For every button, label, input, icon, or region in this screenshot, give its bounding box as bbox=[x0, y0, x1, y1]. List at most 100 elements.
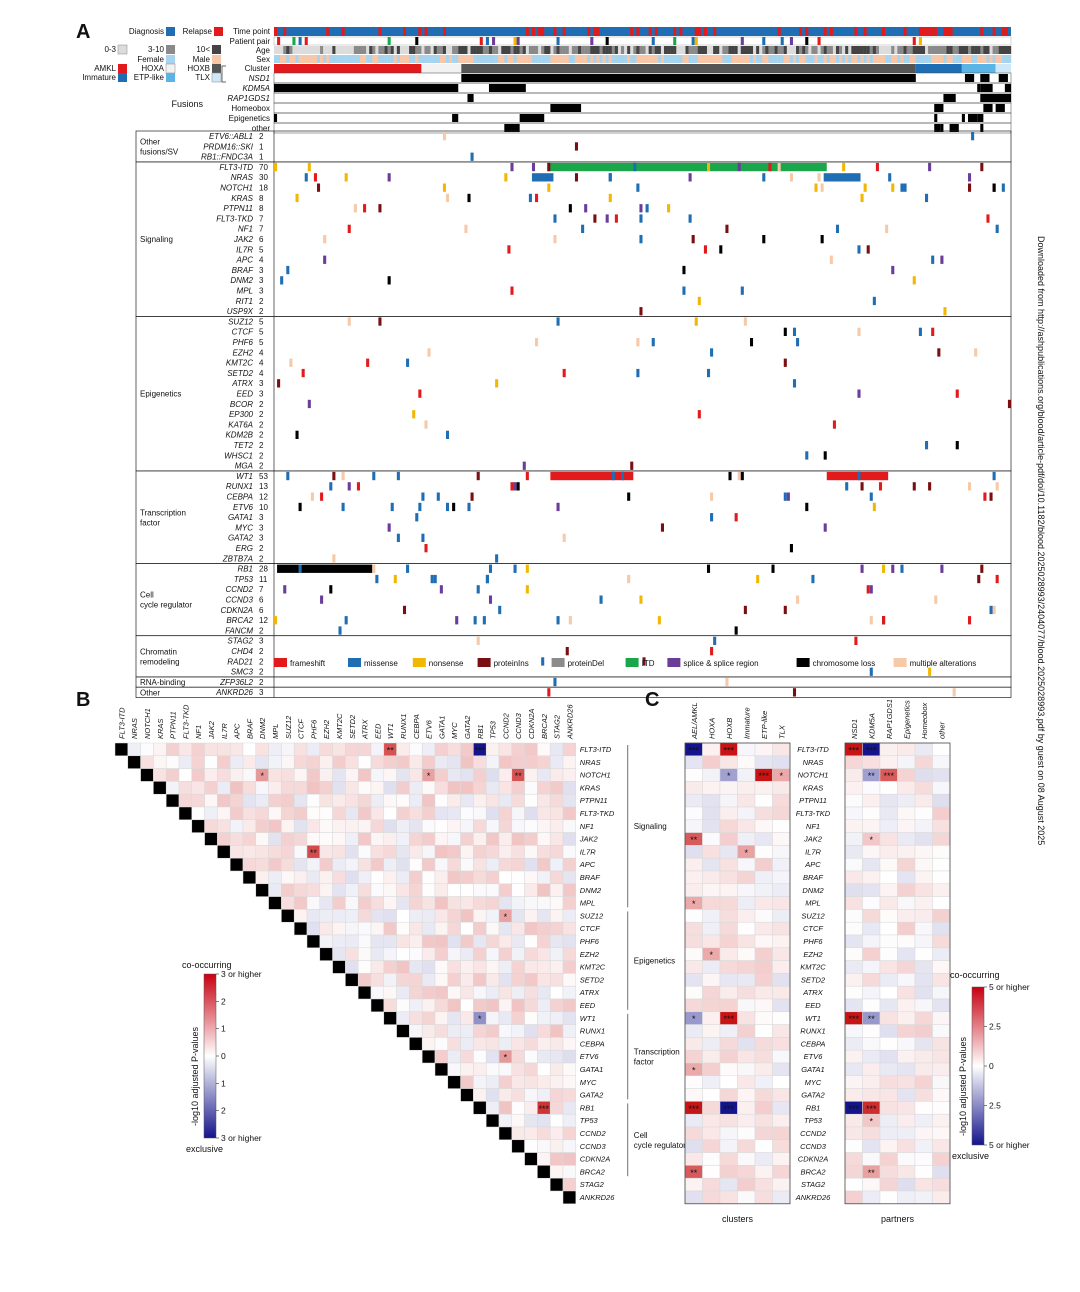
b-heat-cell bbox=[537, 1088, 551, 1102]
track-age-cell bbox=[415, 46, 419, 54]
b-heat-cell bbox=[485, 947, 500, 961]
b-heat-cell bbox=[319, 845, 333, 859]
c-partners-cell bbox=[914, 973, 933, 987]
track-sex-cell bbox=[869, 55, 874, 63]
c-row-label-kmt2c: KMT2C bbox=[800, 963, 826, 972]
c-clusters-cell bbox=[737, 806, 756, 821]
b-heat-cell bbox=[370, 883, 385, 897]
b-col-label-nf1: NF1 bbox=[194, 725, 203, 739]
c-clusters-cell bbox=[737, 985, 756, 1000]
b-heat-cell bbox=[370, 768, 385, 782]
track-sex-cell bbox=[436, 55, 441, 63]
c-clusters-cell bbox=[737, 1177, 756, 1192]
c-clusters-cell bbox=[754, 793, 773, 808]
mutation-mark bbox=[304, 173, 308, 182]
b-heat-cell bbox=[511, 998, 525, 1013]
c-partners-cell bbox=[932, 1139, 951, 1153]
b-heat-cell bbox=[524, 793, 538, 808]
c-partners-cell bbox=[932, 1062, 951, 1077]
c-partners-cell bbox=[862, 947, 881, 961]
b-heat-cell bbox=[434, 768, 449, 782]
track-age-cell bbox=[332, 46, 336, 54]
c-partners-cell bbox=[932, 870, 951, 885]
c-partners-cell bbox=[897, 998, 916, 1013]
track-age-cell bbox=[424, 46, 428, 54]
c-clusters-cell bbox=[737, 1101, 756, 1115]
b-heat-cell bbox=[434, 845, 449, 859]
track-patient-pair-mark bbox=[918, 37, 922, 45]
track-age-cell bbox=[964, 46, 969, 54]
gene-group-label-rna-binding: RNA-binding bbox=[140, 678, 185, 687]
track-patient-pair-mark bbox=[912, 37, 916, 45]
b-heat-cell bbox=[447, 755, 461, 769]
track-time-point-relapse bbox=[980, 27, 984, 36]
c-partners-footer: partners bbox=[881, 1214, 915, 1224]
track-age-cell bbox=[722, 46, 726, 54]
c-clusters-col-ael-amkl: AEL/AMKL bbox=[690, 702, 699, 740]
mutation-mark bbox=[495, 554, 499, 563]
c-row-label-suz12: SUZ12 bbox=[801, 911, 825, 920]
track-age-cell bbox=[605, 46, 609, 54]
track-time-point-relapse bbox=[925, 27, 929, 36]
track-sex-cell bbox=[578, 55, 582, 63]
c-clusters-cell bbox=[702, 1139, 721, 1153]
mutation-mark bbox=[854, 636, 858, 645]
c-clusters-cell bbox=[737, 857, 756, 872]
c-partners-cell bbox=[862, 883, 881, 897]
c-clusters-cell bbox=[737, 1190, 756, 1205]
b-heat-cell bbox=[498, 768, 513, 782]
b-heat-cell bbox=[242, 845, 257, 859]
mutation-mark bbox=[639, 214, 643, 223]
mutation-mark bbox=[547, 162, 551, 172]
c-colorbar-tick-label: 5 or higher bbox=[989, 1140, 1030, 1150]
gene-count-zbtb7a: 2 bbox=[259, 554, 264, 563]
track-age-cell bbox=[599, 46, 603, 54]
b-colorbar-tick-label: 2 bbox=[221, 996, 226, 1006]
mutation-block-chromosome-loss bbox=[277, 564, 373, 573]
b-col-label-runx1: RUNX1 bbox=[399, 714, 408, 739]
b-row-label-il7r: IL7R bbox=[580, 847, 596, 856]
b-heat-cell bbox=[345, 857, 359, 872]
c-clusters-cell bbox=[737, 1062, 756, 1077]
legend-immature-swatch bbox=[118, 73, 127, 82]
track-patient-pair-mark bbox=[691, 37, 695, 45]
track-sex-cell bbox=[875, 55, 880, 63]
b-heat-cell bbox=[460, 1024, 474, 1038]
b-heat-cell bbox=[383, 857, 397, 872]
c-clusters-stars: *** bbox=[688, 1104, 699, 1114]
mutation-mark bbox=[869, 492, 873, 501]
gene-label-stag2: STAG2 bbox=[227, 637, 253, 646]
b-heat-cell bbox=[511, 781, 525, 795]
b-heat-cell bbox=[165, 755, 180, 769]
c-clusters-cell bbox=[772, 1126, 791, 1141]
c-row-label-apc: APC bbox=[804, 860, 821, 869]
legend-label-chromosome-loss: chromosome loss bbox=[813, 659, 876, 668]
fusion-mark bbox=[1004, 84, 1011, 92]
c-partners-cell bbox=[844, 870, 863, 885]
b-heat-cell bbox=[562, 870, 577, 885]
track-age-cell bbox=[980, 46, 984, 54]
b-col-label-cdkn2a: CDKN2A bbox=[527, 709, 536, 739]
c-clusters-cell bbox=[754, 819, 773, 833]
b-heat-cell bbox=[396, 832, 410, 846]
mutation-mark bbox=[636, 338, 640, 347]
legend-age-0-3-label: 0-3 bbox=[104, 45, 116, 54]
track-sex-cell bbox=[565, 55, 569, 63]
c-clusters-cell bbox=[719, 1113, 738, 1128]
mutation-mark bbox=[467, 193, 471, 203]
b-heat-cell bbox=[434, 742, 449, 757]
track-sex-cell bbox=[473, 55, 477, 63]
track-age-cell bbox=[645, 46, 649, 54]
b-diagonal-cell bbox=[524, 1152, 538, 1166]
b-heat-cell bbox=[447, 870, 461, 885]
fusion-mark bbox=[467, 94, 474, 102]
gene-count-atrx: 3 bbox=[259, 379, 264, 388]
track-age-cell bbox=[516, 46, 520, 54]
mutation-mark bbox=[737, 162, 741, 172]
b-heat-cell bbox=[511, 1037, 525, 1051]
mutation-mark bbox=[925, 441, 929, 450]
b-heat-cell bbox=[460, 1075, 474, 1089]
legend-female-label: Female bbox=[137, 55, 164, 64]
gene-label-braf: BRAF bbox=[232, 266, 254, 275]
track-sex-cell bbox=[381, 55, 385, 63]
